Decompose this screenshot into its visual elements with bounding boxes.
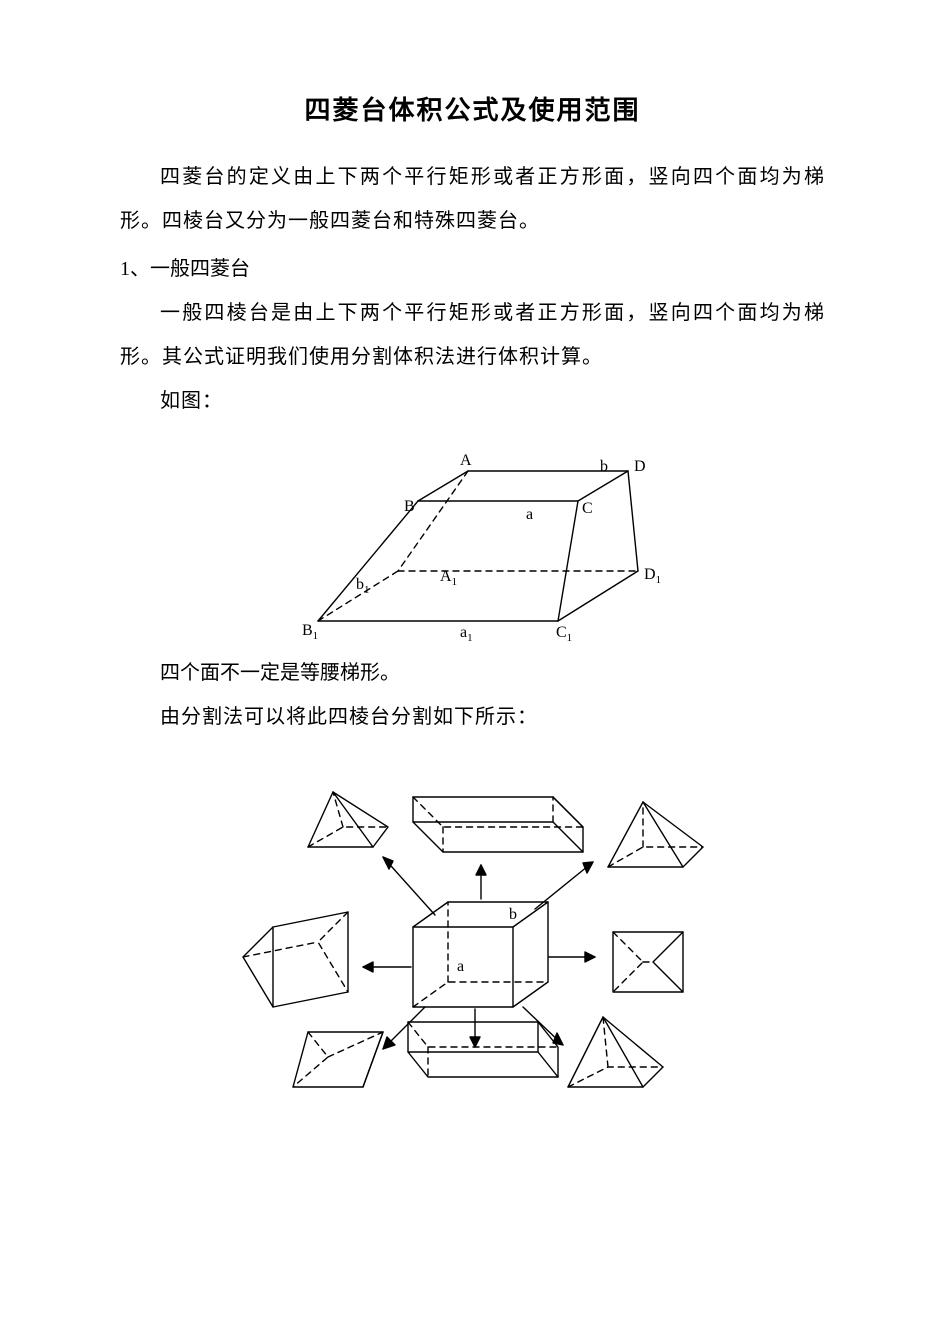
paragraph-sec1-body: 一般四棱台是由上下两个平行矩形或者正方形面，竖向四个面均为梯形。其公式证明我们使… bbox=[120, 291, 825, 379]
label-A: A bbox=[460, 452, 472, 469]
piece-bottom-right-pyramid bbox=[568, 1017, 663, 1087]
piece-top-right-pyramid bbox=[608, 802, 703, 867]
label-a1: a1 bbox=[460, 624, 473, 641]
paragraph-split-intro: 由分割法可以将此四棱台分割如下所示： bbox=[120, 695, 825, 739]
piece-right-prism bbox=[613, 932, 683, 992]
piece-left-prism bbox=[243, 912, 348, 1007]
document-page: 四菱台体积公式及使用范围 四菱台的定义由上下两个平行矩形或者正方形面，竖向四个面… bbox=[0, 0, 945, 1337]
label-B: B bbox=[404, 498, 415, 515]
central-cuboid: b a bbox=[413, 902, 548, 1007]
figure-decomposition: b a bbox=[213, 757, 733, 1097]
label-B1: B1 bbox=[302, 622, 318, 641]
piece-top-prism bbox=[413, 797, 583, 852]
label-b-top: b bbox=[600, 458, 608, 475]
piece-bottom-prism bbox=[408, 1022, 558, 1077]
page-title: 四菱台体积公式及使用范围 bbox=[120, 90, 825, 127]
piece-top-left-pyramid bbox=[308, 792, 388, 847]
paragraph-faces-note: 四个面不一定是等腰梯形。 bbox=[120, 651, 825, 695]
label-C1: C1 bbox=[556, 624, 572, 641]
label-cube-a: a bbox=[457, 958, 464, 975]
label-D: D bbox=[634, 458, 646, 475]
arrows bbox=[363, 857, 595, 1049]
label-a-top: a bbox=[526, 506, 533, 523]
label-D1: D1 bbox=[644, 566, 661, 586]
section-1-heading: 1、一般四菱台 bbox=[120, 247, 825, 291]
label-C: C bbox=[582, 500, 593, 517]
label-cube-b: b bbox=[509, 906, 517, 923]
label-b1: b1 bbox=[356, 576, 370, 596]
figure-frustum: A D B C b a B1 C1 D1 A1 b1 a1 bbox=[258, 441, 688, 641]
paragraph-intro: 四菱台的定义由上下两个平行矩形或者正方形面，竖向四个面均为梯形。四棱台又分为一般… bbox=[120, 155, 825, 243]
paragraph-rutu: 如图： bbox=[120, 379, 825, 423]
piece-bottom-left-wedge bbox=[293, 1032, 383, 1087]
